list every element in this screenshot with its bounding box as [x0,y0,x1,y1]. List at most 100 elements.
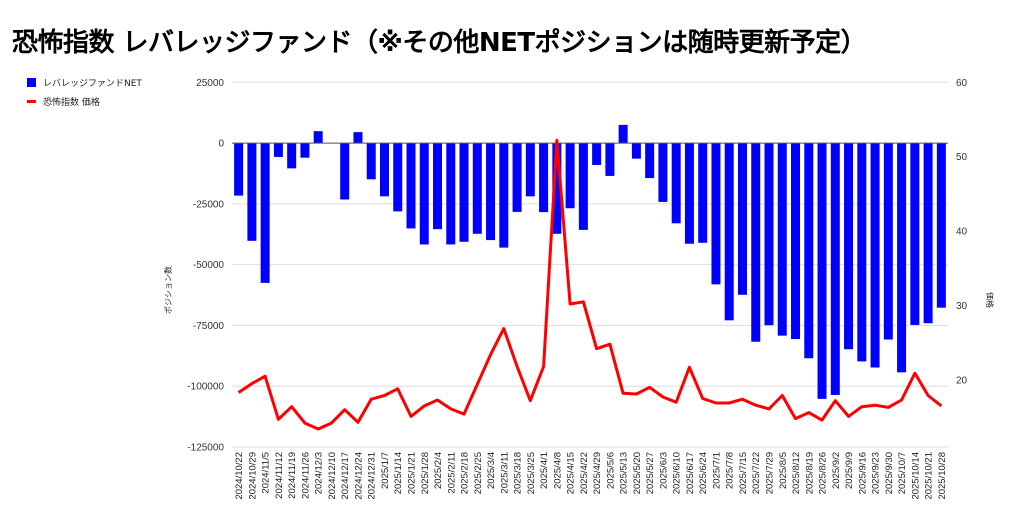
x-tick: 2025/4/8 [552,452,563,489]
bar [897,143,907,373]
y-tick-left: -75000 [193,321,225,332]
x-tick: 2025/3/18 [513,452,524,494]
x-tick: 2025/2/25 [473,452,484,494]
y-tick-left: 0 [218,139,224,150]
x-tick: 2024/12/10 [327,452,338,500]
x-tick: 2025/7/8 [725,452,736,489]
x-tick: 2025/10/14 [910,452,921,500]
legend-swatch-line [27,100,36,103]
y-tick-left: 25000 [196,78,224,89]
bar [366,143,376,180]
x-tick: 2024/12/17 [340,452,351,500]
x-tick: 2025/2/18 [460,452,471,494]
y-tick-right: 20 [956,375,968,386]
x-tick: 2025/8/5 [778,452,789,489]
y-tick-left: -125000 [187,443,224,454]
x-tick: 2024/11/19 [287,452,298,499]
bar [631,143,641,159]
y-tick-left: -25000 [193,199,225,210]
x-tick: 2025/1/21 [407,452,418,494]
y-axis-left-label: ポジション数 [163,266,173,314]
x-tick: 2024/12/31 [367,452,378,500]
y-tick-left: -100000 [187,382,224,393]
bar [273,143,283,157]
bar [936,143,946,308]
bar [817,143,827,399]
bar [260,143,270,283]
bar [605,143,615,176]
x-tick: 2025/9/30 [884,452,895,494]
bar [804,143,814,359]
x-tick: 2025/6/17 [685,452,696,494]
bar [499,143,509,248]
x-tick: 2025/5/13 [619,452,630,494]
x-tick: 2025/5/6 [605,452,616,489]
bar [711,143,721,285]
x-tick: 2025/2/11 [446,452,457,494]
legend-swatch-bar [27,78,36,87]
bar [645,143,655,179]
bar [552,143,562,234]
x-tick: 2025/4/1 [539,452,550,489]
x-tick: 2025/6/3 [658,452,669,489]
bar [433,143,443,230]
y-tick-right: 50 [956,152,968,163]
x-tick: 2025/1/7 [380,452,391,489]
legend-label-vix: 恐怖指数 価格 [43,96,100,108]
x-tick: 2025/10/28 [937,452,948,500]
x-tick: 2024/10/22 [234,452,245,500]
bar [300,143,310,158]
x-tick: 2025/4/22 [579,452,590,494]
y-tick-right: 40 [956,227,968,238]
bar [379,143,389,197]
x-tick: 2025/10/7 [897,452,908,494]
y-tick-left: -50000 [193,260,225,271]
bar [764,143,774,326]
bar [844,143,854,350]
x-tick: 2024/11/5 [261,452,272,494]
bar [923,143,933,324]
chart-title: 恐怖指数 レバレッジファンド（※その他NETポジションは随時更新予定） [12,28,867,58]
x-tick: 2025/3/25 [526,452,537,494]
x-tick: 2025/4/15 [566,452,577,494]
x-tick: 2025/1/28 [420,452,431,494]
bar [578,143,588,230]
x-tick: 2025/2/4 [433,452,444,489]
bar [486,143,496,241]
x-tick: 2025/9/16 [857,452,868,494]
y-axis-right-label: 価格 [985,292,995,308]
bar [618,124,628,144]
bar [671,143,681,224]
bar [684,143,694,244]
x-tick: 2025/7/29 [765,452,776,494]
bar [353,132,363,144]
bar [791,143,801,340]
bar [459,143,469,242]
bar [830,143,840,395]
legend: レバレッジファンドNET 恐怖指数 価格 [27,78,142,108]
x-tick: 2025/3/4 [486,452,497,489]
x-tick: 2025/7/1 [711,452,722,489]
bar [870,143,880,368]
bar [751,143,761,342]
bar [777,143,787,336]
bar [592,143,602,165]
bar [393,143,403,212]
x-tick: 2024/11/26 [300,452,311,499]
x-tick: 2025/3/11 [499,452,510,494]
x-tick: 2025/9/2 [831,452,842,489]
x-tick: 2025/10/21 [924,452,935,500]
bar [883,143,893,340]
x-tick: 2024/10/29 [247,452,258,500]
x-tick: 2024/12/3 [314,452,325,494]
bar [340,143,350,200]
bar [247,143,257,241]
bar [539,143,549,213]
bar [512,143,522,212]
bar [565,143,575,209]
bar [698,143,708,243]
x-tick: 2025/6/24 [698,452,709,494]
bar [737,143,747,295]
x-tick: 2025/9/9 [844,452,855,489]
